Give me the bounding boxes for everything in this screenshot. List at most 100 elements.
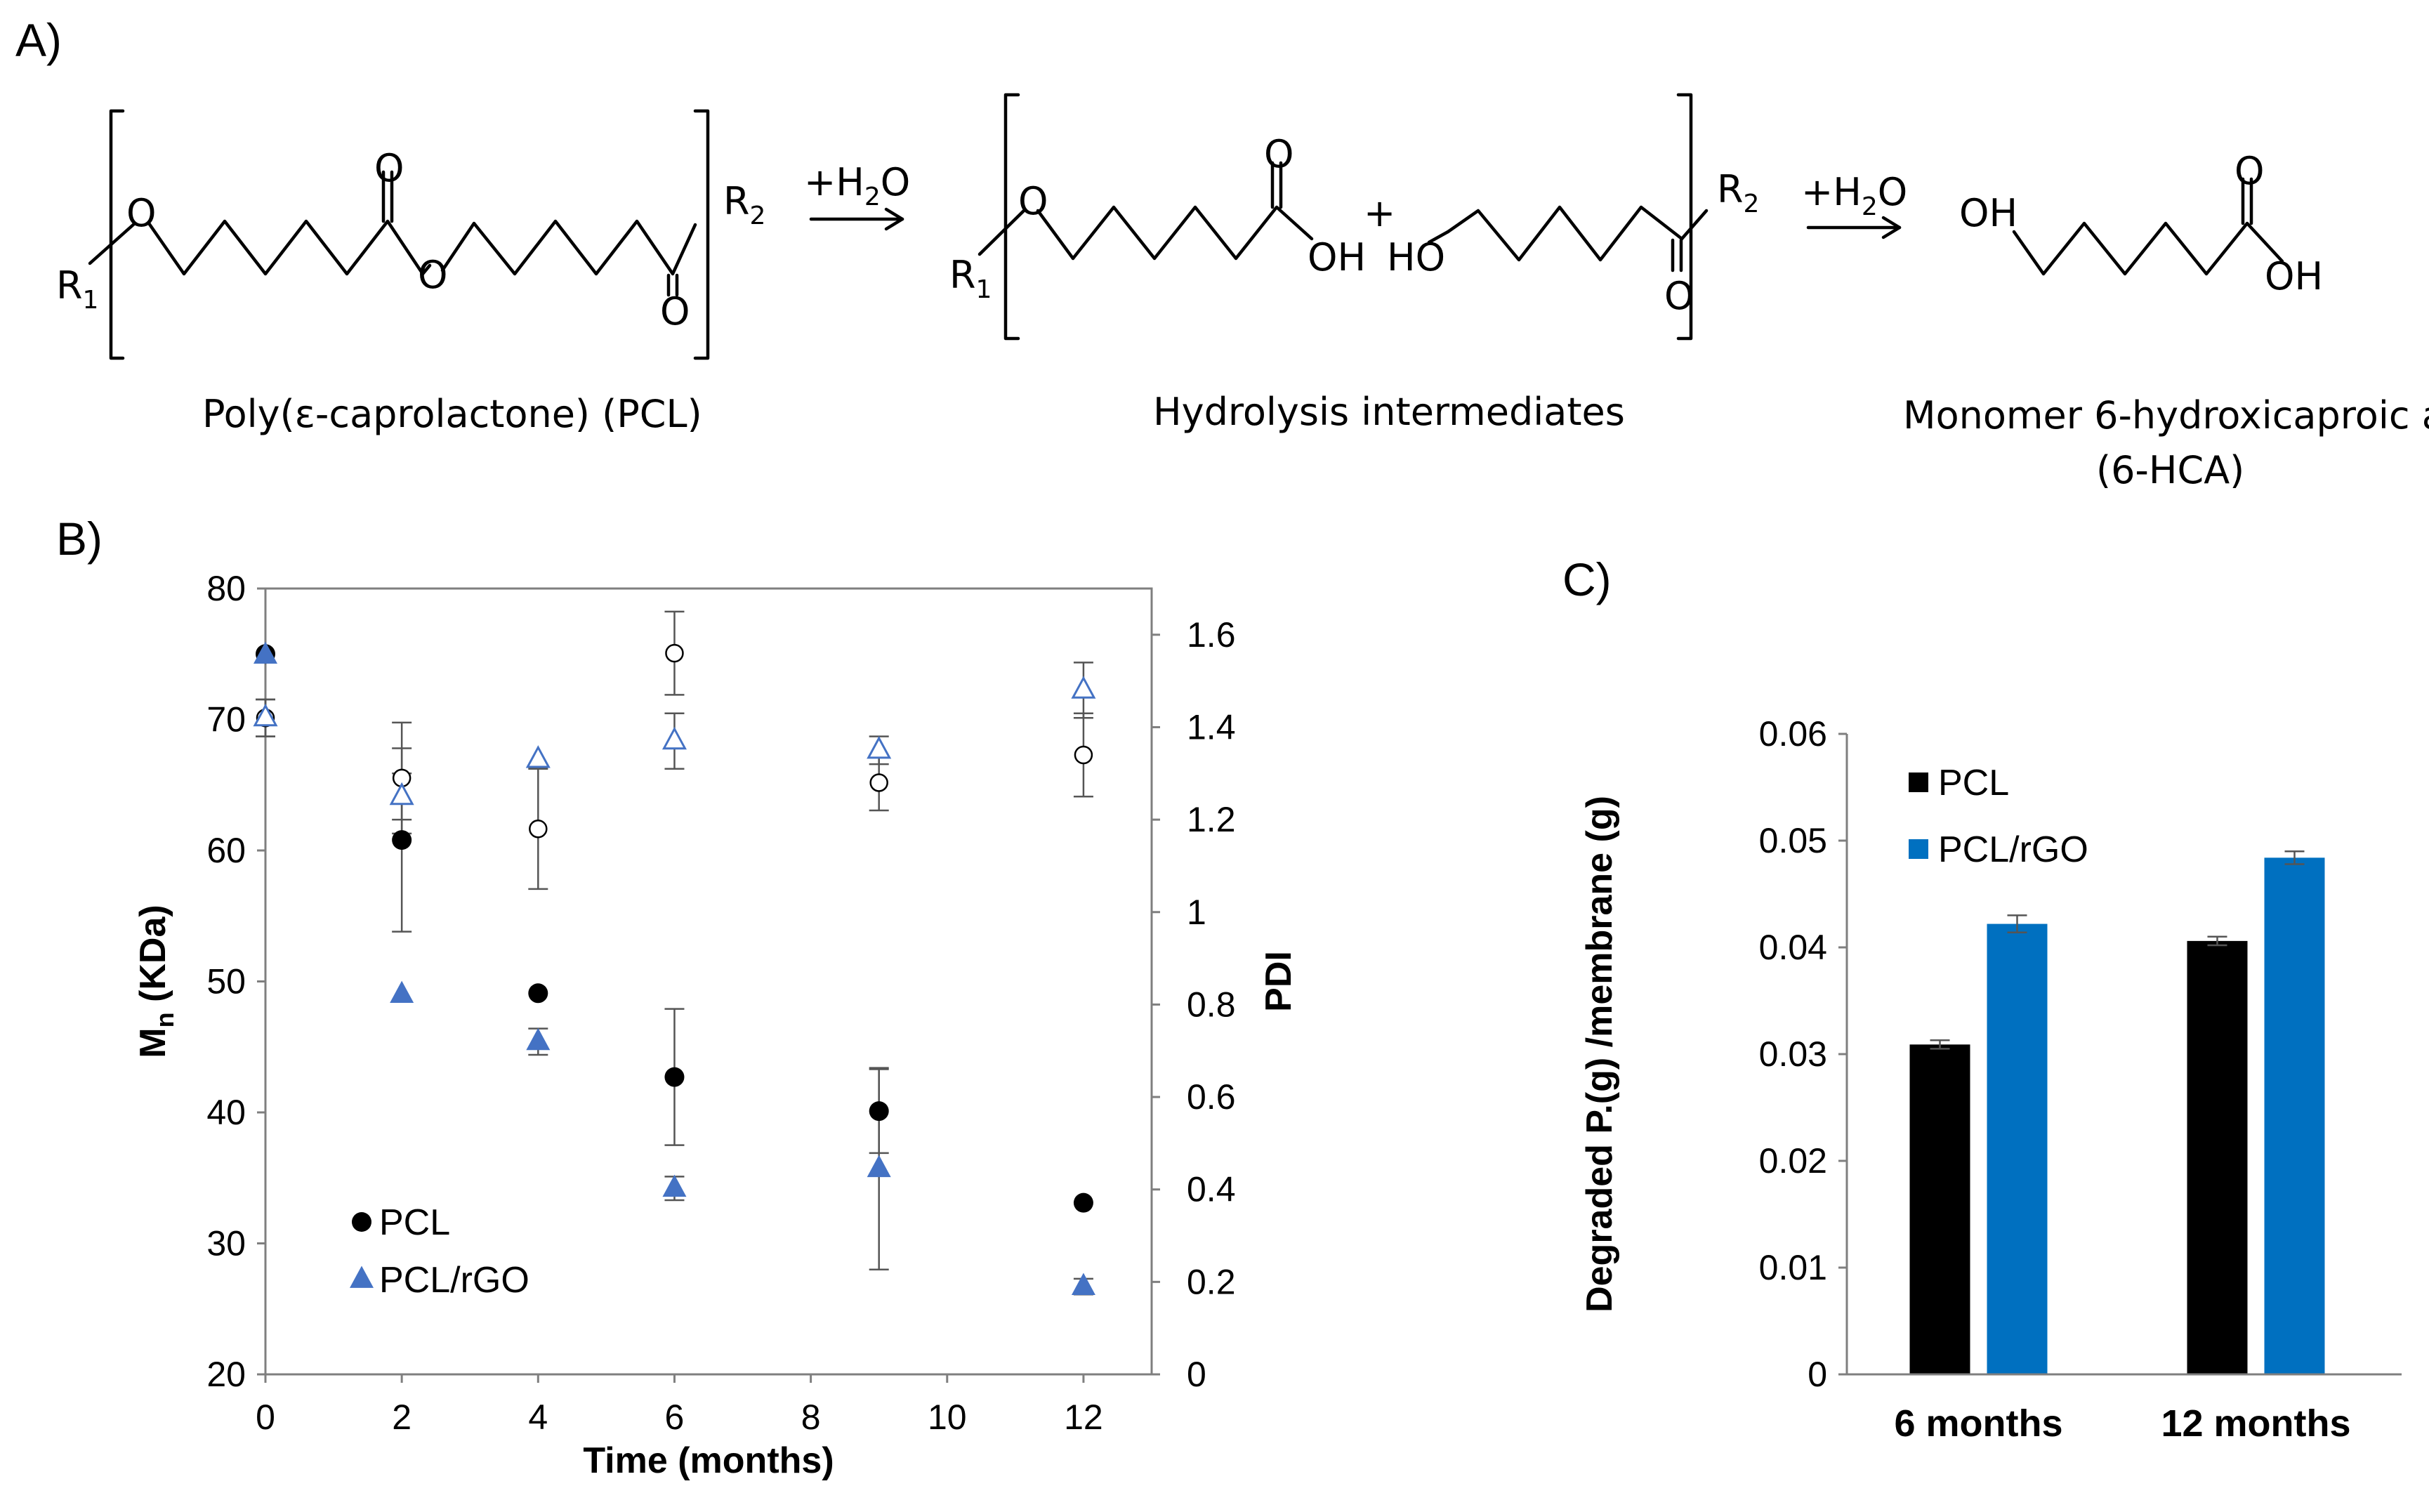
int-o-1: O — [1018, 179, 1048, 223]
chart-b-ytick-label: 40 — [206, 1093, 246, 1132]
point-pcl-rgo-pdi — [525, 745, 551, 768]
panel-label-b: B) — [56, 513, 103, 565]
monomer-oh-1: OH — [1959, 191, 2017, 235]
int-r1-label: R1 — [949, 253, 992, 304]
legend-label-pcl-rgo: PCL/rGO — [379, 1260, 529, 1301]
chart-b-y2tick-label: 1.2 — [1187, 800, 1236, 839]
pcl-structure — [88, 109, 710, 360]
chart-b-ytick-label: 60 — [206, 831, 246, 870]
int-chain-2-to-ho — [1427, 230, 1450, 244]
point-pcl-rgo-pdi — [661, 726, 687, 750]
chart-c-legend: PCL PCL/rGO — [1909, 763, 2088, 870]
point-pcl-pdi — [665, 643, 684, 663]
point-pcl-pdi — [529, 820, 548, 839]
monomer-caption-line1: Monomer 6-hydroxicaproic acid — [1903, 393, 2429, 438]
scheme-labels: R1 O O O O R2 Poly(ε-caprolactone) (PCL)… — [56, 132, 2429, 492]
chart-c-bars — [1909, 857, 2325, 1374]
chart-b-xtick-label: 4 — [528, 1398, 548, 1437]
pcl-chain-link — [421, 263, 432, 276]
chart-c-ytick-label: 0.02 — [1759, 1141, 1827, 1181]
point-pcl — [664, 1067, 685, 1087]
chart-c-axes — [1845, 734, 2402, 1376]
chart-b-x-title: Time (months) — [583, 1440, 834, 1481]
intermediates-caption: Hydrolysis intermediates — [1153, 390, 1625, 434]
chart-b-y2tick-label: 0.8 — [1187, 985, 1236, 1024]
int-left-bracket — [1003, 93, 1020, 341]
monomer-chain — [2012, 221, 2284, 276]
pcl-o-1: O — [126, 191, 157, 235]
chart-b-legend: PCL PCL/rGO — [350, 1202, 529, 1301]
pcl-chain-1 — [147, 219, 425, 276]
panel-label-a: A) — [15, 14, 62, 66]
intermediates-structure — [977, 93, 1709, 341]
chart-b-right-axis: 0 0.2 0.4 0.6 0.8 1 1.2 1.4 1.6 — [1152, 615, 1236, 1394]
pcl-right-bracket — [693, 109, 710, 360]
chart-b-points — [253, 641, 1096, 1295]
point-pcl — [869, 1101, 889, 1122]
chart-b-xtick-label: 12 — [1064, 1398, 1103, 1437]
int-ho-2: HO — [1387, 235, 1445, 280]
pcl-o-carbonyl-1: O — [374, 146, 404, 190]
chart-b-xtick-label: 0 — [256, 1398, 275, 1437]
monomer-o-carbonyl: O — [2234, 149, 2265, 193]
monomer-structure — [2012, 177, 2284, 276]
chart-c-ytick-label: 0 — [1808, 1355, 1827, 1394]
chart-b-ytick-label: 20 — [206, 1355, 246, 1394]
point-pcl-rgo — [254, 641, 277, 664]
int-o-carbonyl-2: O — [1664, 274, 1694, 318]
int-o-carbonyl-1: O — [1264, 132, 1294, 176]
point-pcl-rgo-pdi — [253, 703, 278, 727]
legend-label-pcl: PCL — [1938, 763, 2009, 803]
chart-c-ytick-label: 0.04 — [1759, 928, 1827, 967]
chart-b-y-title: Mn (KDa) — [133, 905, 179, 1058]
chart-c-y-axis: 0 0.01 0.02 0.03 0.04 0.05 0.06 — [1759, 714, 1847, 1394]
pcl-r2-label: R2 — [723, 179, 765, 230]
chart-c: 0 0.01 0.02 0.03 0.04 0.05 0.06 6 months 12 mon… — [1579, 714, 2402, 1445]
int-r1-bond — [977, 209, 1026, 256]
chart-b-plot-frame — [264, 587, 1153, 1376]
point-pcl-rgo-pdi — [1071, 676, 1096, 699]
legend-marker-pcl-rgo — [350, 1266, 374, 1288]
chart-b-y2tick-label: 1.6 — [1187, 615, 1236, 655]
pcl-chain-2 — [440, 219, 697, 276]
point-pcl-pdi — [1074, 745, 1093, 765]
chart-b-y2-title: PDI — [1258, 951, 1299, 1012]
point-pcl-rgo — [867, 1155, 891, 1178]
chart-c-category-labels: 6 months 12 months — [1894, 1402, 2350, 1445]
chart-b-y2tick-label: 0.6 — [1187, 1077, 1236, 1117]
chart-b-ytick-label: 30 — [206, 1224, 246, 1263]
point-pcl — [1073, 1192, 1093, 1213]
bar-pcl-12-months — [2187, 940, 2248, 1374]
int-oh-1: OH — [1308, 235, 1366, 280]
pcl-o-ester: O — [418, 253, 448, 297]
chart-b-y2tick-label: 0.2 — [1187, 1262, 1236, 1301]
bar-pcl-rgo-12-months — [2264, 857, 2325, 1374]
int-chain-2 — [1446, 205, 1684, 262]
legend-label-pcl: PCL — [379, 1202, 450, 1243]
int-r2-label: R2 — [1717, 167, 1759, 218]
pcl-o-carbonyl-2: O — [660, 289, 690, 334]
hydrolysis-arrow-2 — [1806, 216, 1902, 239]
hydrolysis-arrow-1 — [809, 207, 904, 231]
point-pcl — [528, 983, 548, 1004]
chart-b-y2tick-label: 1 — [1187, 893, 1206, 932]
chart-c-ytick-label: 0.01 — [1759, 1248, 1827, 1287]
bar-pcl-rgo-6-months — [1987, 923, 2048, 1374]
chart-b-y2tick-label: 0 — [1187, 1355, 1206, 1394]
chart-b-xtick-label: 10 — [928, 1398, 967, 1437]
point-pcl-rgo-pdi — [389, 782, 414, 806]
reaction-scheme — [88, 93, 2284, 360]
chart-b-ytick-label: 50 — [206, 962, 246, 1001]
chart-c-error-bars — [1930, 850, 2305, 1050]
bar-pcl-6-months — [1909, 1044, 1970, 1374]
point-pcl-rgo — [390, 980, 414, 1004]
water-label-1: +H2O — [804, 160, 910, 211]
point-pcl-rgo — [1071, 1273, 1095, 1295]
int-plus: + — [1364, 191, 1395, 235]
chart-c-y-title: Degraded P.(g) /membrane (g) — [1579, 796, 1620, 1313]
legend-marker-pcl — [352, 1212, 371, 1232]
point-pcl-rgo — [526, 1027, 551, 1051]
category-label: 12 months — [2161, 1402, 2350, 1445]
